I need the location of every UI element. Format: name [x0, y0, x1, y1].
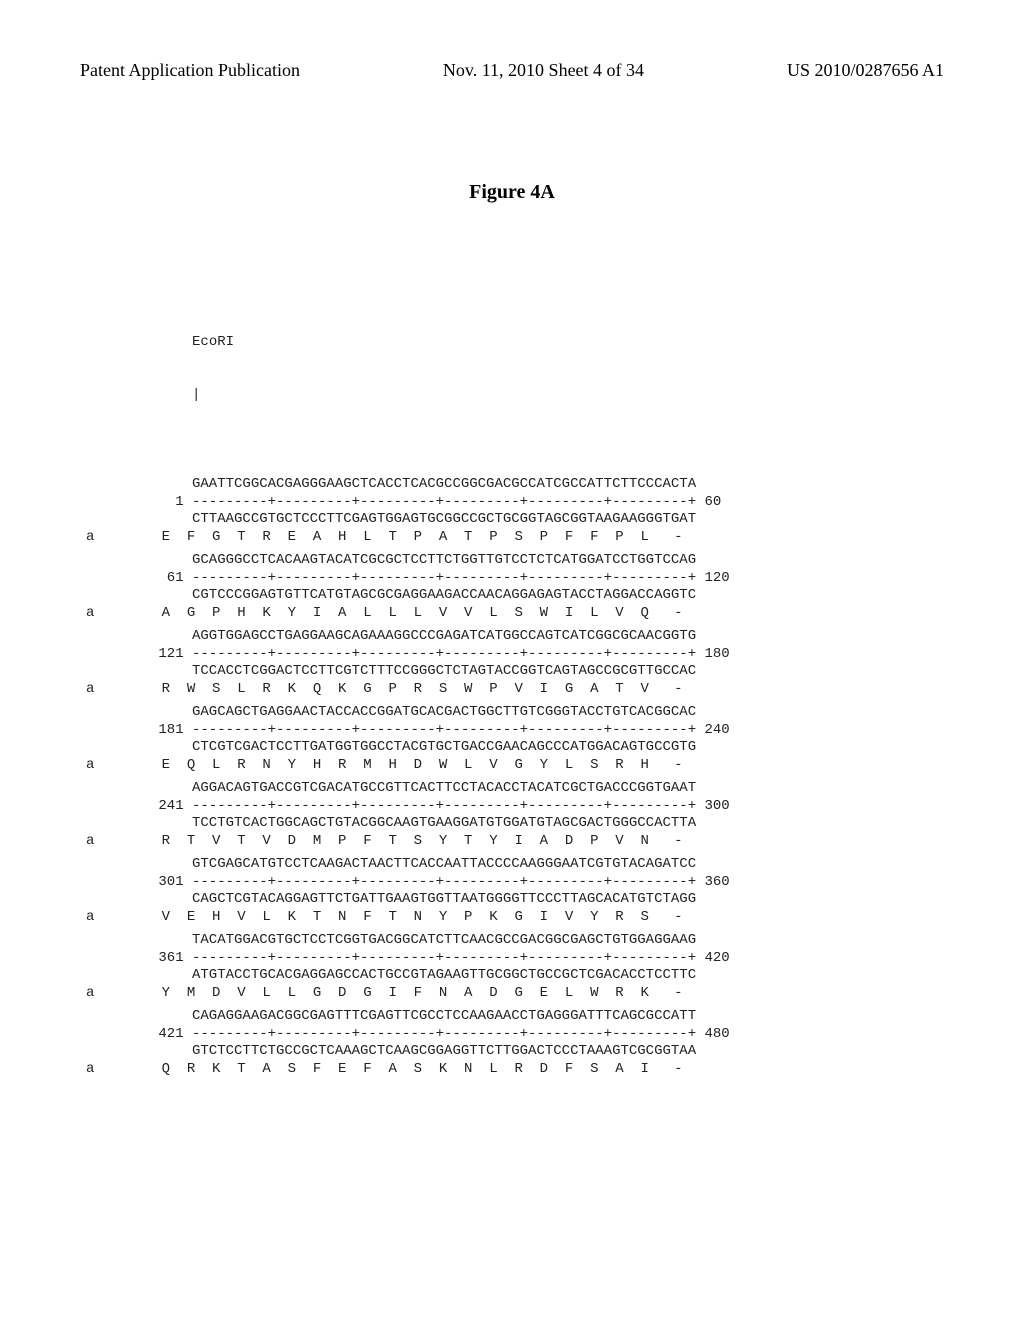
sense-strand: GAATTCGGCACGAGGGAAGCTCACCTCACGCCGGCGACGC…	[150, 476, 954, 494]
sequence-block: GCAGGGCCTCACAAGTACATCGCGCTCCTTCTGGTTGTCC…	[150, 552, 954, 622]
sense-strand: GTCGAGCATGTCCTCAAGACTAACTTCACCAATTACCCCA…	[150, 856, 954, 874]
amino-acid-row: a V E H V L K T N F T N Y P K G I V Y R …	[86, 909, 954, 927]
page-header: Patent Application Publication Nov. 11, …	[70, 60, 954, 81]
amino-acid-row: a A G P H K Y I A L L L V V L S W I L V …	[86, 605, 954, 623]
sense-strand: CAGAGGAAGACGGCGAGTTTCGAGTTCGCCTCCAAGAACC…	[150, 1008, 954, 1026]
sequence-block: CAGAGGAAGACGGCGAGTTTCGAGTTCGCCTCCAAGAACC…	[150, 1008, 954, 1078]
amino-acid-row: a E Q L R N Y H R M H D W L V G Y L S R …	[86, 757, 954, 775]
header-right: US 2010/0287656 A1	[787, 60, 944, 81]
header-left: Patent Application Publication	[80, 60, 300, 81]
position-ruler: 301 ---------+---------+---------+------…	[150, 874, 954, 892]
antisense-strand: GTCTCCTTCTGCCGCTCAAAGCTCAAGCGGAGGTTCTTGG…	[150, 1043, 954, 1061]
amino-acid-row: a R T V T V D M P F T S Y T Y I A D P V …	[86, 833, 954, 851]
amino-acid-row: a R W S L R K Q K G P R S W P V I G A T …	[86, 681, 954, 699]
position-ruler: 61 ---------+---------+---------+-------…	[150, 570, 954, 588]
position-ruler: 361 ---------+---------+---------+------…	[150, 950, 954, 968]
header-center: Nov. 11, 2010 Sheet 4 of 34	[443, 60, 644, 81]
position-ruler: 1 ---------+---------+---------+--------…	[150, 494, 954, 512]
sense-strand: TACATGGACGTGCTCCTCGGTGACGGCATCTTCAACGCCG…	[150, 932, 954, 950]
position-ruler: 121 ---------+---------+---------+------…	[150, 646, 954, 664]
sequence-block: AGGACAGTGACCGTCGACATGCCGTTCACTTCCTACACCT…	[150, 780, 954, 850]
antisense-strand: CGTCCCGGAGTGTTCATGTAGCGCGAGGAAGACCAACAGG…	[150, 587, 954, 605]
antisense-strand: CTCGTCGACTCCTTGATGGTGGCCTACGTGCTGACCGAAC…	[150, 739, 954, 757]
position-ruler: 181 ---------+---------+---------+------…	[150, 722, 954, 740]
antisense-strand: CTTAAGCCGTGCTCCCTTCGAGTGGAGTGCGGCCGCTGCG…	[150, 511, 954, 529]
sequence-block: TACATGGACGTGCTCCTCGGTGACGGCATCTTCAACGCCG…	[150, 932, 954, 1002]
position-ruler: 241 ---------+---------+---------+------…	[150, 798, 954, 816]
antisense-strand: TCCACCTCGGACTCCTTCGTCTTTCCGGGCTCTAGTACCG…	[150, 663, 954, 681]
sequence-block: AGGTGGAGCCTGAGGAAGCAGAAAGGCCCGAGATCATGGC…	[150, 628, 954, 698]
sequence-listing: EcoRI | GAATTCGGCACGAGGGAAGCTCACCTCACGCC…	[150, 264, 954, 1119]
figure-title: Figure 4A	[70, 181, 954, 204]
sense-strand: AGGACAGTGACCGTCGACATGCCGTTCACTTCCTACACCT…	[150, 780, 954, 798]
restriction-site-label: EcoRI |	[150, 299, 954, 439]
antisense-strand: CAGCTCGTACAGGAGTTCTGATTGAAGTGGTTAATGGGGT…	[150, 891, 954, 909]
sense-strand: GAGCAGCTGAGGAACTACCACCGGATGCACGACTGGCTTG…	[150, 704, 954, 722]
position-ruler: 421 ---------+---------+---------+------…	[150, 1026, 954, 1044]
sequence-block: GAATTCGGCACGAGGGAAGCTCACCTCACGCCGGCGACGC…	[150, 476, 954, 546]
page: Patent Application Publication Nov. 11, …	[0, 0, 1024, 1320]
sense-strand: AGGTGGAGCCTGAGGAAGCAGAAAGGCCCGAGATCATGGC…	[150, 628, 954, 646]
amino-acid-row: a Y M D V L L G D G I F N A D G E L W R …	[86, 985, 954, 1003]
sense-strand: GCAGGGCCTCACAAGTACATCGCGCTCCTTCTGGTTGTCC…	[150, 552, 954, 570]
enzyme-marker: |	[192, 387, 200, 403]
antisense-strand: TCCTGTCACTGGCAGCTGTACGGCAAGTGAAGGATGTGGA…	[150, 815, 954, 833]
enzyme-name: EcoRI	[192, 334, 234, 350]
amino-acid-row: a Q R K T A S F E F A S K N L R D F S A …	[86, 1061, 954, 1079]
amino-acid-row: a E F G T R E A H L T P A T P S P F F P …	[86, 529, 954, 547]
antisense-strand: ATGTACCTGCACGAGGAGCCACTGCCGTAGAAGTTGCGGC…	[150, 967, 954, 985]
sequence-block: GTCGAGCATGTCCTCAAGACTAACTTCACCAATTACCCCA…	[150, 856, 954, 926]
sequence-block: GAGCAGCTGAGGAACTACCACCGGATGCACGACTGGCTTG…	[150, 704, 954, 774]
